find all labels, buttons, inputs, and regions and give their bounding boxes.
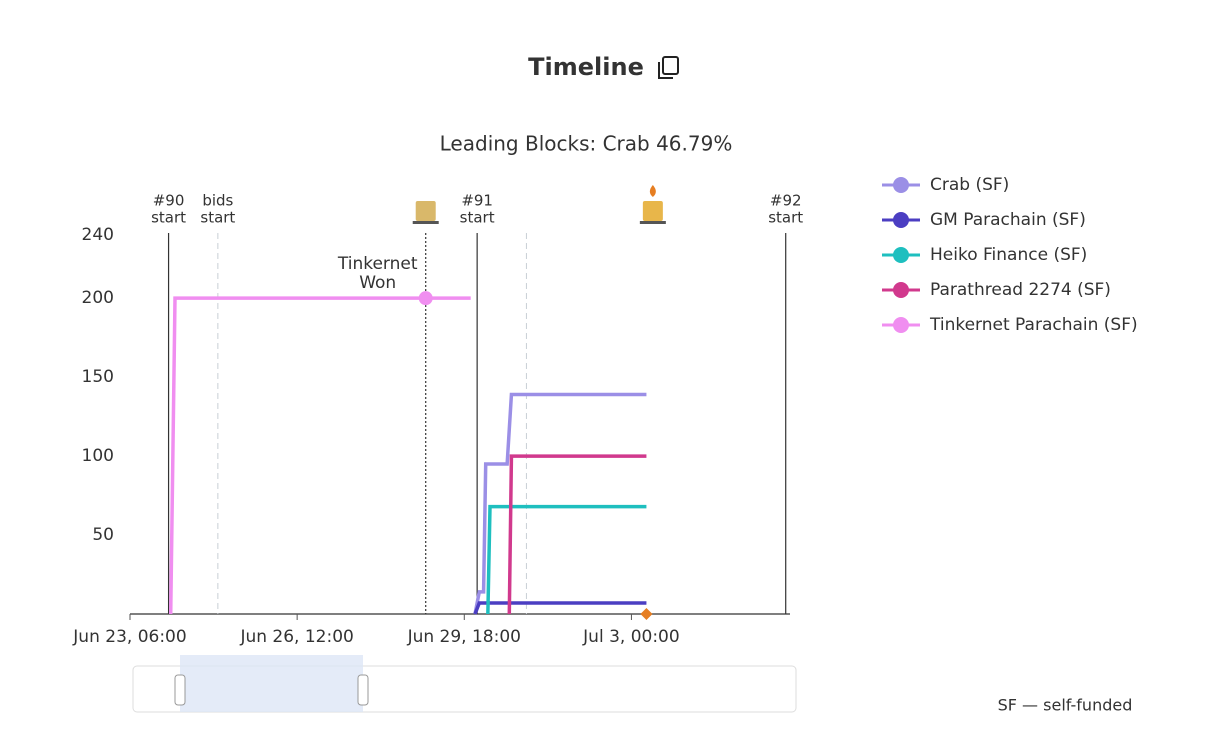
range-slider[interactable]	[132, 655, 797, 713]
candle-body	[415, 201, 436, 221]
event-label: bids	[202, 192, 233, 210]
series-line	[473, 601, 647, 615]
y-tick-label: 50	[92, 525, 114, 545]
event-label: start	[460, 209, 495, 227]
series-line	[486, 504, 647, 615]
y-tick-label: 150	[82, 367, 114, 387]
x-tick-label: Jun 23, 06:00	[72, 627, 186, 647]
y-tick-label: 100	[82, 446, 114, 466]
x-tick-label: Jun 26, 12:00	[239, 627, 353, 647]
event-label: start	[200, 209, 235, 227]
legend-item[interactable]: GM Parachain (SF)	[882, 210, 1086, 230]
event-label: #92	[770, 192, 802, 210]
annotation-label: Tinkernet	[337, 254, 418, 274]
candle-icon	[639, 185, 666, 224]
chart-title: Timeline	[528, 53, 644, 81]
legend-marker	[893, 317, 909, 333]
legend-item[interactable]: Tinkernet Parachain (SF)	[882, 315, 1138, 335]
candle-flame	[649, 185, 656, 197]
y-tick-label: 200	[82, 288, 114, 308]
chart-subtitle: Leading Blocks: Crab 46.79%	[440, 132, 733, 156]
legend-label: Tinkernet Parachain (SF)	[929, 315, 1138, 335]
legend-label: GM Parachain (SF)	[930, 210, 1086, 230]
legend-marker	[893, 282, 909, 298]
event-label: #90	[153, 192, 185, 210]
series-line	[507, 454, 647, 615]
legend-marker	[893, 177, 909, 193]
x-tick-label: Jul 3, 00:00	[582, 627, 680, 647]
candle-icon	[412, 201, 439, 224]
legend-marker	[893, 212, 909, 228]
series-line	[473, 392, 647, 615]
annotation-label: Won	[359, 273, 396, 293]
series-line	[168, 296, 471, 615]
x-tick-label: Jun 29, 18:00	[407, 627, 521, 647]
y-tick-label: 240	[82, 225, 114, 245]
legend-item[interactable]: Heiko Finance (SF)	[882, 245, 1087, 265]
legend-marker	[893, 247, 909, 263]
legend-label: Heiko Finance (SF)	[930, 245, 1087, 265]
event-label: #91	[461, 192, 493, 210]
legend-label: Parathread 2274 (SF)	[930, 280, 1111, 300]
legend-label: Crab (SF)	[930, 175, 1009, 195]
annotation-point	[418, 291, 433, 306]
event-label: start	[151, 209, 186, 227]
candle-base	[639, 221, 666, 224]
event-label: start	[768, 209, 803, 227]
footnote: SF — self-funded	[998, 696, 1133, 715]
now-marker	[640, 608, 653, 620]
candle-base	[412, 221, 439, 224]
legend-item[interactable]: Parathread 2274 (SF)	[882, 280, 1111, 300]
legend-item[interactable]: Crab (SF)	[882, 175, 1009, 195]
copy-icon[interactable]	[658, 56, 679, 79]
candle-body	[642, 201, 663, 221]
